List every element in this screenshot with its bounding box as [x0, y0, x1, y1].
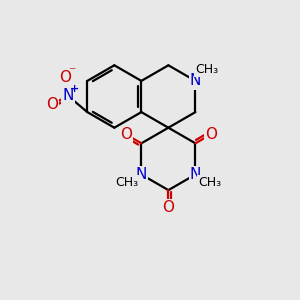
Text: O: O [59, 70, 71, 86]
Text: O: O [162, 200, 174, 215]
Text: N: N [136, 167, 147, 182]
Text: CH₃: CH₃ [116, 176, 139, 189]
Text: O: O [46, 97, 58, 112]
Text: +: + [70, 84, 79, 94]
Text: ⁻: ⁻ [68, 66, 75, 80]
Text: O: O [205, 127, 217, 142]
Text: N: N [190, 74, 201, 88]
Text: N: N [62, 88, 74, 103]
Text: N: N [190, 167, 201, 182]
Text: O: O [120, 127, 132, 142]
Text: CH₃: CH₃ [198, 176, 221, 189]
Text: CH₃: CH₃ [195, 63, 218, 76]
